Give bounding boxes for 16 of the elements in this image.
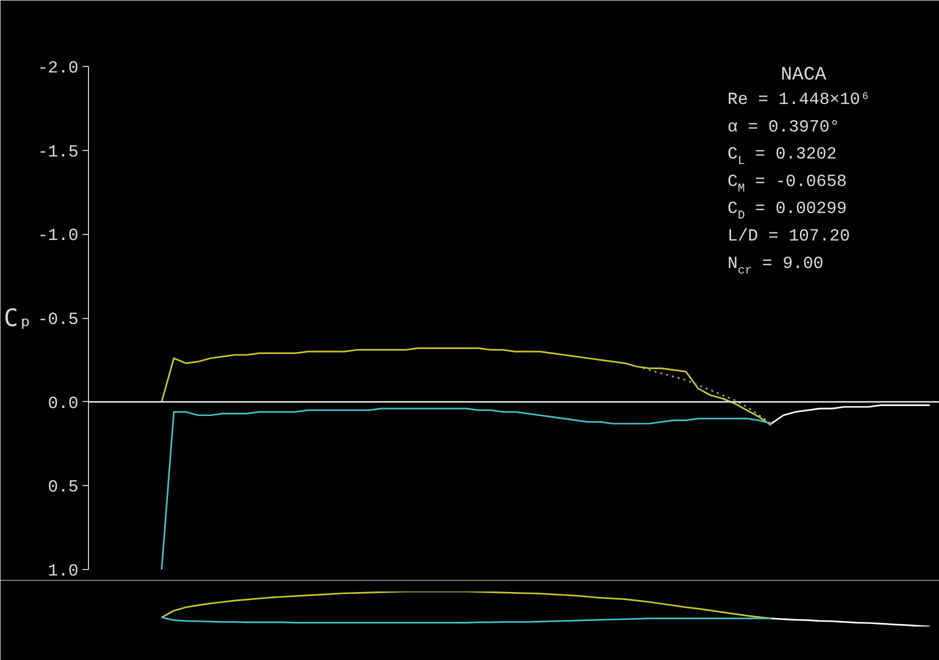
annotation: α = 0.3970° [728, 118, 840, 138]
y-tick-label: 0.0 [48, 394, 79, 414]
line-series [160, 408, 772, 570]
line-series [770, 404, 931, 424]
y-tick-label: -0.5 [38, 311, 79, 330]
line-series [160, 347, 772, 426]
annotation: L/D = 107.20 [728, 228, 850, 246]
y-tick-label: -1.5 [38, 143, 79, 162]
y-tick-label: 0.5 [48, 478, 79, 498]
y-tick-label: -1.0 [38, 227, 79, 246]
chart-title: NACA [780, 64, 827, 86]
y-axis-title: Cₚ [4, 304, 33, 332]
line-series [636, 366, 772, 424]
y-tick-label: -2.0 [38, 60, 79, 78]
y-tick-label: 1.0 [48, 562, 79, 582]
annotation: Re = 1.448×10⁶ [728, 91, 870, 110]
